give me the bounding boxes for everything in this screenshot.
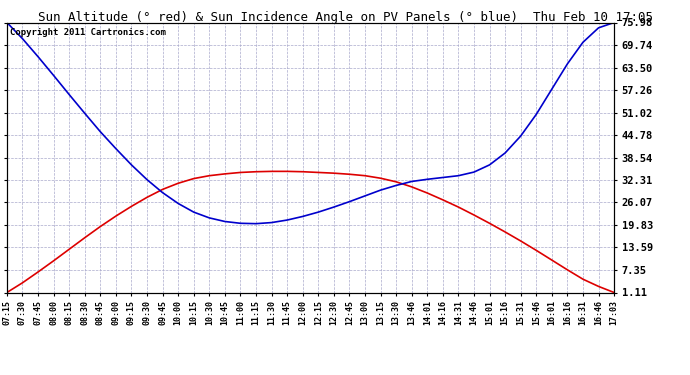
Text: Copyright 2011 Cartronics.com: Copyright 2011 Cartronics.com bbox=[10, 28, 166, 37]
Text: Sun Altitude (° red) & Sun Incidence Angle on PV Panels (° blue)  Thu Feb 10 17:: Sun Altitude (° red) & Sun Incidence Ang… bbox=[37, 11, 653, 24]
